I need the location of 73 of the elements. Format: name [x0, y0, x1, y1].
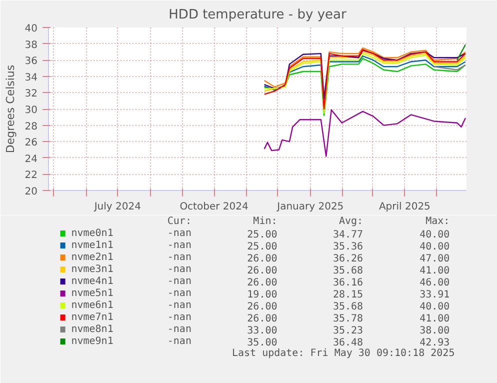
text: 25.00	[247, 242, 278, 252]
text: -nan	[167, 336, 192, 347]
text: Last update: Fri May 30 09:10:18 2025	[232, 348, 455, 359]
legend-label: nvme7n1	[71, 312, 114, 323]
text: 38.00	[420, 326, 450, 336]
text: 26.00	[247, 314, 278, 324]
text: 33.00	[247, 326, 278, 336]
text: 40.00	[420, 230, 450, 240]
text: Min:	[253, 216, 278, 227]
legend-label: nvme6n1	[71, 300, 114, 311]
text: Cur:	[167, 216, 192, 227]
text: -nan	[167, 324, 192, 335]
y-tick-label: 38	[24, 40, 38, 51]
legend-label: nvme1n1	[71, 240, 114, 251]
text: 25.00	[247, 230, 278, 240]
text: Max:	[426, 216, 450, 227]
y-tick-label: 20	[24, 186, 38, 198]
text: -nan	[167, 228, 192, 239]
text: 26.00	[247, 278, 278, 288]
y-tick-label: 40	[24, 24, 38, 34]
text: -nan	[167, 288, 192, 299]
y-tick-label: 36	[24, 56, 38, 68]
text: -nan	[167, 300, 192, 311]
text: 26.00	[247, 254, 278, 264]
legend-label: nvme5n1	[71, 288, 114, 299]
text: 28.15	[332, 290, 364, 300]
chart-title: HDD temperature - by year	[168, 8, 347, 22]
text: Avg:	[338, 216, 364, 227]
legend-label: nvme8n1	[71, 324, 114, 335]
text: 26.00	[247, 266, 278, 276]
legend-label: nvme0n1	[71, 228, 114, 239]
y-tick-label: 32	[24, 88, 38, 100]
text: -nan	[167, 264, 192, 275]
legend-label: nvme2n1	[71, 252, 114, 263]
text: 36.16	[332, 278, 364, 288]
y-tick-label: 22	[24, 170, 38, 182]
x-tick-label: July 2024	[93, 202, 141, 212]
x-tick-label: April 2025	[378, 202, 430, 212]
text: -nan	[167, 276, 192, 287]
text: 35.23	[332, 326, 364, 336]
text: 33.91	[420, 290, 450, 300]
text: 36.48	[332, 338, 364, 348]
text: 19.00	[247, 290, 278, 300]
text: 42.93	[420, 338, 450, 348]
text: 35.00	[247, 338, 278, 348]
y-tick-label: 26	[24, 138, 38, 149]
text: 35.68	[332, 266, 364, 276]
y-tick-label: 30	[24, 105, 38, 116]
y-tick-label: 34	[24, 72, 38, 84]
legend-label: nvme3n1	[71, 264, 114, 275]
text: 26.00	[247, 302, 278, 312]
text: 41.00	[420, 266, 450, 276]
y-axis-title: Degrees Celsius	[4, 64, 17, 154]
text: 40.00	[420, 302, 450, 312]
text: 35.68	[332, 302, 364, 312]
text: 46.00	[420, 278, 450, 288]
legend-label: nvme4n1	[71, 276, 114, 287]
text: 47.00	[420, 254, 450, 264]
text: 34.77	[332, 230, 364, 240]
legend-label: nvme9n1	[71, 336, 114, 347]
text: 41.00	[420, 314, 450, 324]
text: 35.78	[332, 314, 364, 324]
x-tick-label: October 2024	[180, 202, 248, 212]
text: -nan	[167, 252, 192, 263]
text: -nan	[167, 240, 192, 251]
y-tick-label: 24	[24, 154, 38, 165]
y-tick-label: 28	[24, 121, 38, 132]
text: 36.26	[332, 254, 364, 264]
text: -nan	[167, 312, 192, 323]
line-series	[264, 109, 466, 157]
x-tick-label: January 2025	[276, 202, 344, 212]
text: 40.00	[420, 242, 450, 252]
text: 35.36	[332, 242, 364, 252]
